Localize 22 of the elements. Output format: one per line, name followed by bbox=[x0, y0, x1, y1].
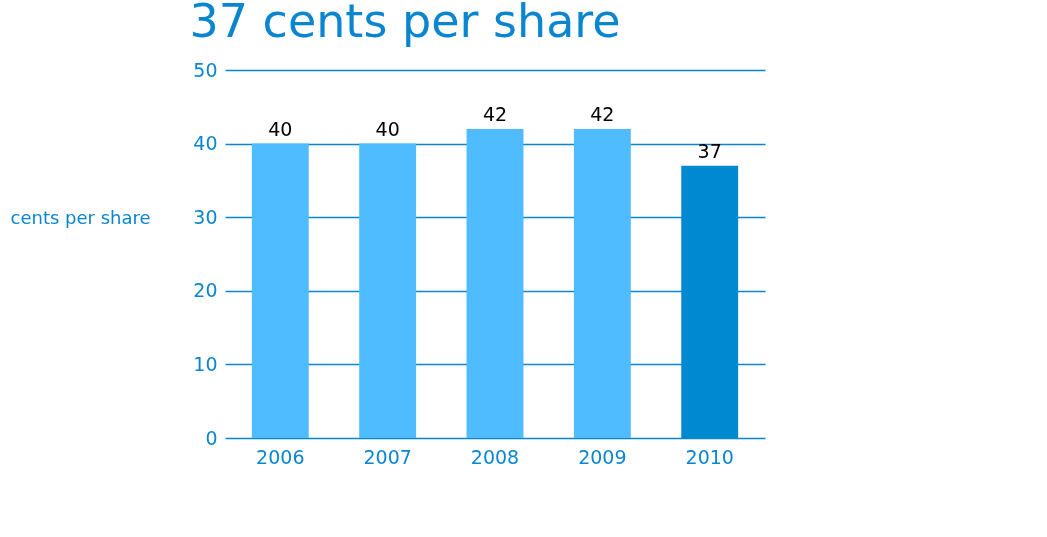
bar bbox=[359, 143, 417, 438]
data-label: 40 bbox=[375, 117, 400, 140]
x-tick-label: 2007 bbox=[363, 445, 412, 468]
data-label: 42 bbox=[482, 102, 508, 125]
chart-title: 37 cents per share bbox=[189, 0, 621, 48]
bar bbox=[251, 143, 309, 438]
x-tick-label: 2010 bbox=[685, 445, 734, 468]
data-label: 37 bbox=[697, 139, 722, 162]
x-tick-label: 2009 bbox=[578, 445, 627, 468]
bar bbox=[466, 128, 524, 438]
y-axis-title: cents per share bbox=[10, 206, 151, 228]
data-label: 42 bbox=[590, 102, 615, 125]
y-tick-label: 50 bbox=[193, 58, 218, 81]
x-tick-label: 2006 bbox=[256, 445, 305, 468]
data-label: 40 bbox=[268, 117, 293, 140]
y-tick-label: 10 bbox=[193, 352, 218, 375]
y-tick-label: 0 bbox=[205, 426, 218, 449]
y-tick-label: 30 bbox=[193, 205, 218, 228]
y-tick-label: 40 bbox=[193, 132, 218, 155]
y-tick-label: 20 bbox=[193, 279, 218, 302]
x-tick-label: 2008 bbox=[470, 445, 520, 468]
bar bbox=[573, 128, 631, 438]
